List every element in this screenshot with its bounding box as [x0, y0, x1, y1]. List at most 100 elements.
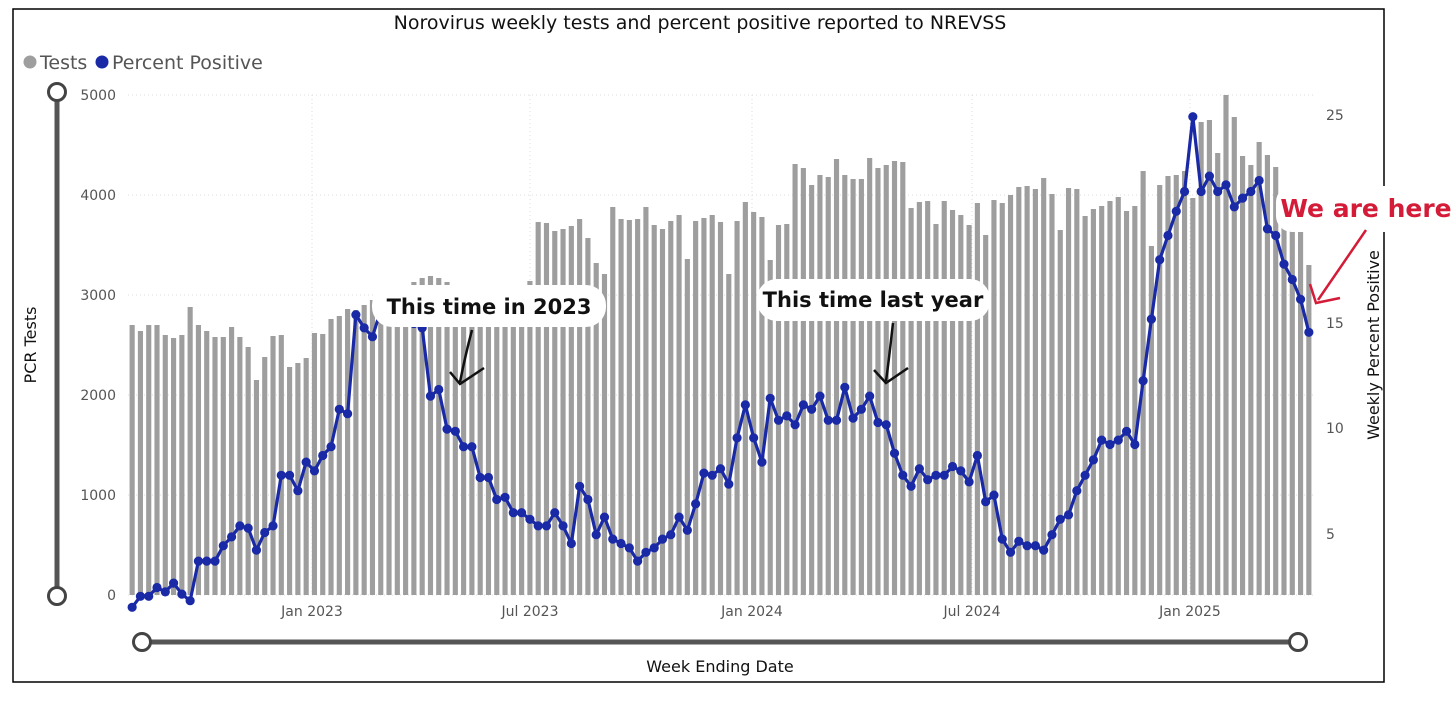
legend-label-percent-positive[interactable]: Percent Positive [112, 52, 263, 74]
tests-bar[interactable] [1099, 206, 1105, 595]
tests-bar[interactable] [999, 203, 1005, 595]
percent-positive-point[interactable] [558, 521, 568, 531]
y-slider-bottom-handle[interactable] [47, 586, 67, 606]
tests-bar[interactable] [1090, 209, 1096, 595]
percent-positive-point[interactable] [1047, 530, 1057, 540]
tests-bar[interactable] [875, 168, 881, 595]
tests-bar[interactable] [394, 290, 400, 595]
tests-bar[interactable] [991, 200, 997, 595]
tests-bar[interactable] [245, 347, 251, 595]
tests-bar[interactable] [717, 222, 724, 595]
tests-bar[interactable] [933, 224, 939, 595]
tests-bar[interactable] [792, 164, 798, 595]
percent-positive-point[interactable] [947, 461, 958, 472]
percent-positive-point[interactable] [525, 514, 535, 524]
tests-bar[interactable] [618, 219, 624, 595]
tests-bar[interactable] [1165, 176, 1171, 595]
tests-bar[interactable] [1298, 223, 1304, 595]
percent-positive-point[interactable] [757, 457, 767, 467]
percent-positive-point[interactable] [1254, 175, 1264, 186]
percent-positive-point[interactable] [972, 450, 982, 461]
percent-positive-point[interactable] [1213, 186, 1223, 197]
tests-bar[interactable] [668, 221, 674, 595]
percent-positive-point[interactable] [964, 477, 974, 487]
percent-positive-point[interactable] [1295, 294, 1306, 304]
tests-bar[interactable] [601, 274, 608, 595]
x-range-slider[interactable] [132, 632, 1308, 652]
percent-positive-point[interactable] [475, 472, 485, 483]
percent-positive-point[interactable] [483, 472, 494, 483]
tests-bar[interactable] [1198, 122, 1204, 595]
tests-bar[interactable] [162, 335, 168, 595]
tests-bar[interactable] [1281, 222, 1287, 595]
tests-bar[interactable] [187, 307, 193, 595]
percent-positive-point[interactable] [517, 508, 527, 518]
tests-bar[interactable] [1115, 197, 1121, 595]
percent-positive-point[interactable] [144, 591, 154, 601]
percent-positive-point[interactable] [467, 442, 477, 452]
tests-bar[interactable] [1032, 189, 1038, 595]
tests-bar[interactable] [1256, 142, 1262, 595]
tests-bar[interactable] [336, 316, 342, 595]
tests-bar[interactable] [295, 363, 301, 595]
percent-positive-point[interactable] [177, 589, 187, 599]
tests-bar[interactable] [229, 327, 235, 595]
percent-positive-point[interactable] [160, 587, 170, 597]
percent-positive-point[interactable] [923, 475, 933, 485]
percent-positive-point[interactable] [1088, 455, 1098, 465]
tests-bar[interactable] [809, 185, 815, 595]
percent-positive-point[interactable] [1072, 486, 1082, 496]
percent-positive-point[interactable] [434, 384, 444, 395]
tests-bar[interactable] [734, 221, 740, 595]
percent-positive-point[interactable] [707, 470, 717, 480]
percent-positive-point[interactable] [168, 578, 179, 588]
tests-bar[interactable] [237, 337, 243, 595]
percent-positive-point[interactable] [367, 332, 378, 342]
tests-bar[interactable] [626, 220, 632, 595]
tests-bar[interactable] [1306, 265, 1312, 595]
tests-bar[interactable] [941, 201, 947, 595]
tests-bar[interactable] [419, 278, 425, 595]
tests-bar[interactable] [974, 203, 980, 595]
tests-bar[interactable] [452, 287, 458, 595]
tests-bar[interactable] [742, 202, 748, 595]
tests-bar[interactable] [833, 159, 840, 595]
percent-positive-point[interactable] [1171, 206, 1181, 216]
percent-positive-point[interactable] [1221, 180, 1231, 190]
percent-positive-point[interactable] [326, 442, 336, 452]
tests-bar[interactable] [858, 179, 864, 595]
percent-positive-point[interactable] [260, 527, 270, 538]
percent-positive-point[interactable] [666, 530, 676, 540]
percent-positive-point[interactable] [309, 466, 320, 476]
tests-bar[interactable] [643, 207, 649, 595]
percent-positive-point[interactable] [210, 556, 220, 566]
tests-bar[interactable] [171, 338, 177, 595]
tests-bar[interactable] [966, 225, 972, 595]
percent-positive-point[interactable] [873, 417, 883, 428]
tests-bar[interactable] [386, 293, 392, 595]
percent-positive-point[interactable] [989, 490, 999, 500]
tests-bar[interactable] [1123, 211, 1130, 595]
percent-positive-point[interactable] [152, 582, 162, 593]
tests-bar[interactable] [195, 325, 202, 595]
tests-bar[interactable] [477, 287, 483, 595]
percent-positive-point[interactable] [1146, 314, 1157, 324]
tests-bar[interactable] [403, 287, 409, 595]
percent-positive-point[interactable] [243, 523, 253, 533]
percent-positive-point[interactable] [1246, 186, 1256, 197]
percent-positive-point[interactable] [1229, 202, 1239, 212]
tests-bar[interactable] [759, 217, 765, 595]
percent-positive-point[interactable] [1063, 510, 1074, 520]
percent-positive-point[interactable] [1113, 435, 1123, 445]
tests-bar[interactable] [502, 287, 508, 595]
tests-bar[interactable] [1206, 120, 1212, 595]
percent-positive-point[interactable] [268, 521, 278, 531]
tests-bar[interactable] [494, 289, 500, 595]
tests-bar[interactable] [610, 207, 616, 595]
percent-positive-point[interactable] [218, 541, 228, 551]
tests-bar[interactable] [949, 210, 956, 595]
tests-bar[interactable] [701, 218, 707, 595]
tests-bar[interactable] [253, 380, 260, 595]
percent-positive-point[interactable] [351, 310, 361, 320]
tests-bar[interactable] [461, 286, 467, 595]
